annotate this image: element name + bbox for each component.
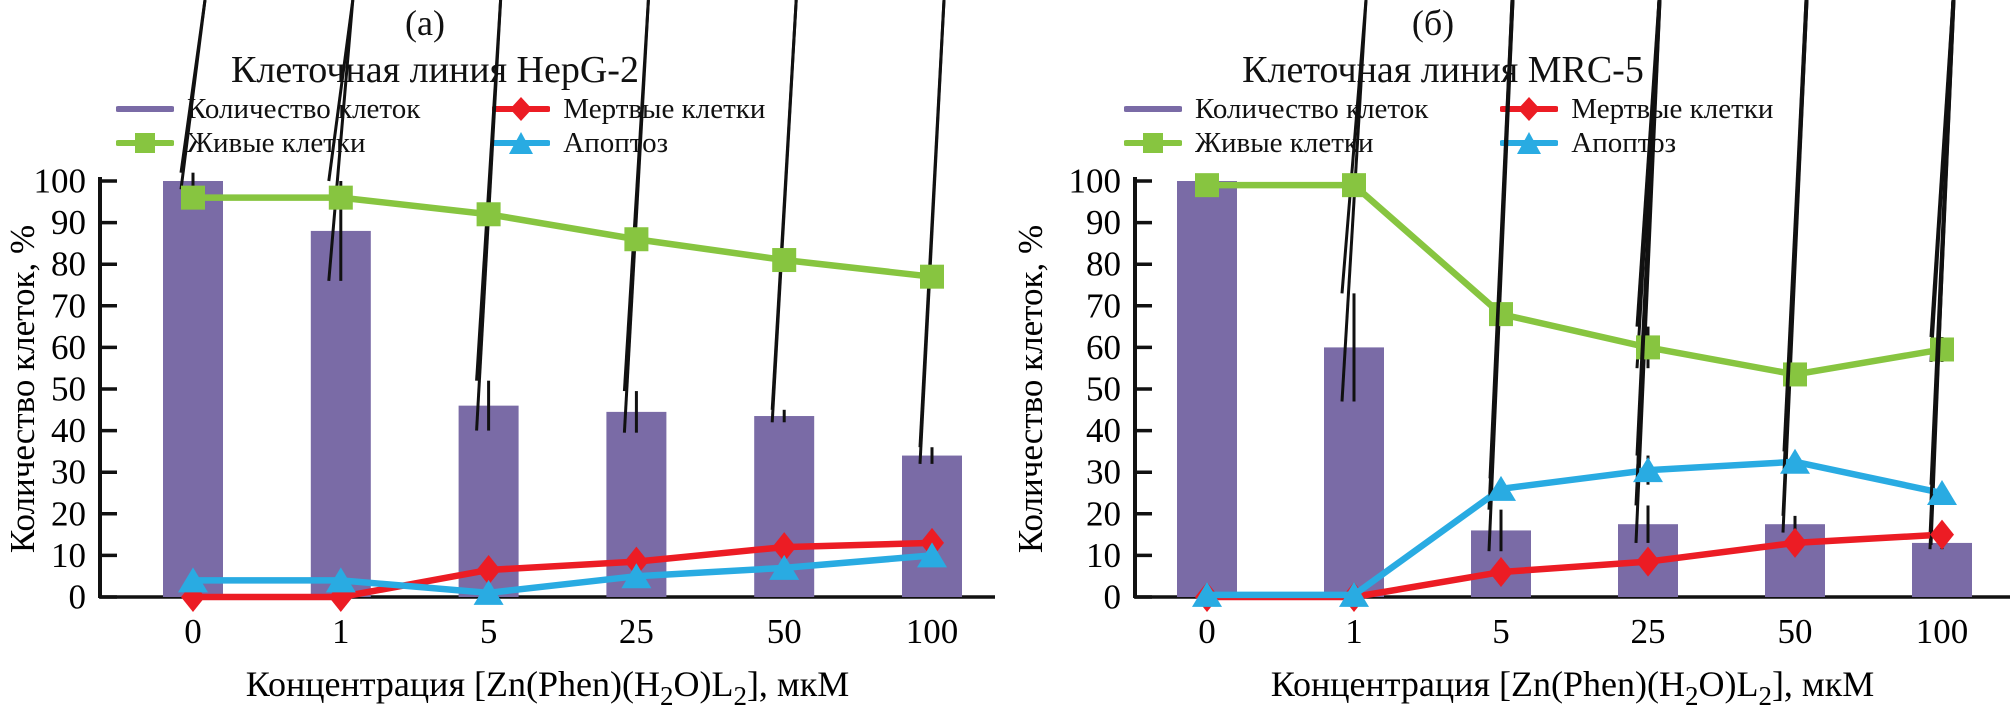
legend-item-live-cells: Живые клетки [1124, 126, 1428, 160]
svg-text:30: 30 [1086, 453, 1121, 492]
svg-text:0: 0 [184, 612, 202, 651]
legend-item-cell-count: Количество клеток [116, 92, 420, 126]
svg-text:60: 60 [51, 328, 86, 367]
svg-text:1: 1 [1345, 612, 1363, 651]
panel-a-legend: Количество клеток Живые клетки Мертвые к… [116, 92, 765, 160]
svg-text:10: 10 [51, 536, 86, 575]
svg-text:25: 25 [619, 612, 654, 651]
svg-text:100: 100 [906, 612, 959, 651]
panel-a: (a) Клеточная линия HepG-2 Количество кл… [3, 0, 995, 711]
svg-text:50: 50 [1086, 370, 1121, 409]
legend-item-cell-count: Количество клеток [1124, 92, 1428, 126]
panel-b-label: (б) [1411, 3, 1455, 43]
svg-text:40: 40 [51, 411, 86, 450]
legend-item-dead-cells: Мертвые клетки [492, 92, 765, 126]
panel-a-label: (a) [405, 3, 445, 43]
legend-label: Количество клеток [187, 92, 421, 125]
svg-text:60: 60 [1086, 328, 1121, 367]
svg-text:50: 50 [1778, 612, 1813, 651]
panel-a-title: Клеточная линия HepG-2 [231, 49, 639, 91]
svg-text:25: 25 [1631, 612, 1666, 651]
svg-text:40: 40 [1086, 411, 1121, 450]
legend-label: Количество клеток [1195, 92, 1429, 125]
svg-text:90: 90 [51, 203, 86, 242]
svg-text:80: 80 [51, 245, 86, 284]
svg-text:70: 70 [1086, 286, 1121, 325]
legend-label: Живые клетки [1195, 126, 1374, 159]
legend-label: Мертвые клетки [1571, 92, 1774, 125]
svg-text:10: 10 [1086, 536, 1121, 575]
square-marker-legend-icon [1124, 133, 1182, 153]
svg-text:1: 1 [332, 612, 350, 651]
svg-text:0: 0 [1198, 612, 1216, 651]
svg-text:20: 20 [1086, 494, 1121, 533]
svg-text:20: 20 [51, 494, 86, 533]
svg-text:Количество клеток, %: Количество клеток, % [1011, 225, 1050, 553]
svg-text:5: 5 [480, 612, 498, 651]
svg-text:5: 5 [1492, 612, 1510, 651]
svg-text:100: 100 [34, 162, 87, 201]
bar-series-legend-icon [1124, 106, 1182, 112]
panel-b-legend: Количество клеток Живые клетки Мертвые к… [1124, 92, 1773, 160]
svg-text:Концентрация [Zn(Phen)(H2​O)L2: Концентрация [Zn(Phen)(H2​O)L2​], мкМ [1271, 664, 1874, 711]
panel-b: (б) Клеточная линия MRC-5 Количество кле… [1008, 0, 2016, 713]
svg-text:Концентрация [Zn(Phen)(H2​O)L2: Концентрация [Zn(Phen)(H2​O)L2​], мкМ [246, 664, 849, 711]
diamond-marker-legend-icon [492, 97, 551, 121]
svg-text:0: 0 [69, 578, 87, 617]
legend-label: Мертвые клетки [563, 92, 766, 125]
svg-text:50: 50 [51, 370, 86, 409]
svg-text:100: 100 [1916, 612, 1969, 651]
svg-text:30: 30 [51, 453, 86, 492]
legend-label: Апоптоз [563, 126, 669, 159]
legend-item-apoptosis: Апоптоз [492, 126, 765, 160]
svg-text:50: 50 [767, 612, 802, 651]
bar-series-legend-icon [116, 106, 174, 112]
legend-item-apoptosis: Апоптоз [1500, 126, 1773, 160]
panel-b-title: Клеточная линия MRC-5 [1242, 49, 1644, 91]
triangle-marker-legend-icon [492, 132, 551, 154]
svg-text:0: 0 [1104, 578, 1122, 617]
legend-item-dead-cells: Мертвые клетки [1500, 92, 1773, 126]
svg-text:90: 90 [1086, 203, 1121, 242]
svg-text:80: 80 [1086, 245, 1121, 284]
svg-text:70: 70 [51, 286, 86, 325]
legend-label: Апоптоз [1571, 126, 1677, 159]
triangle-marker-legend-icon [1500, 132, 1559, 154]
diamond-marker-legend-icon [1500, 97, 1559, 121]
svg-text:100: 100 [1069, 162, 1122, 201]
svg-text:Количество клеток, %: Количество клеток, % [3, 225, 42, 553]
square-marker-legend-icon [116, 133, 174, 153]
